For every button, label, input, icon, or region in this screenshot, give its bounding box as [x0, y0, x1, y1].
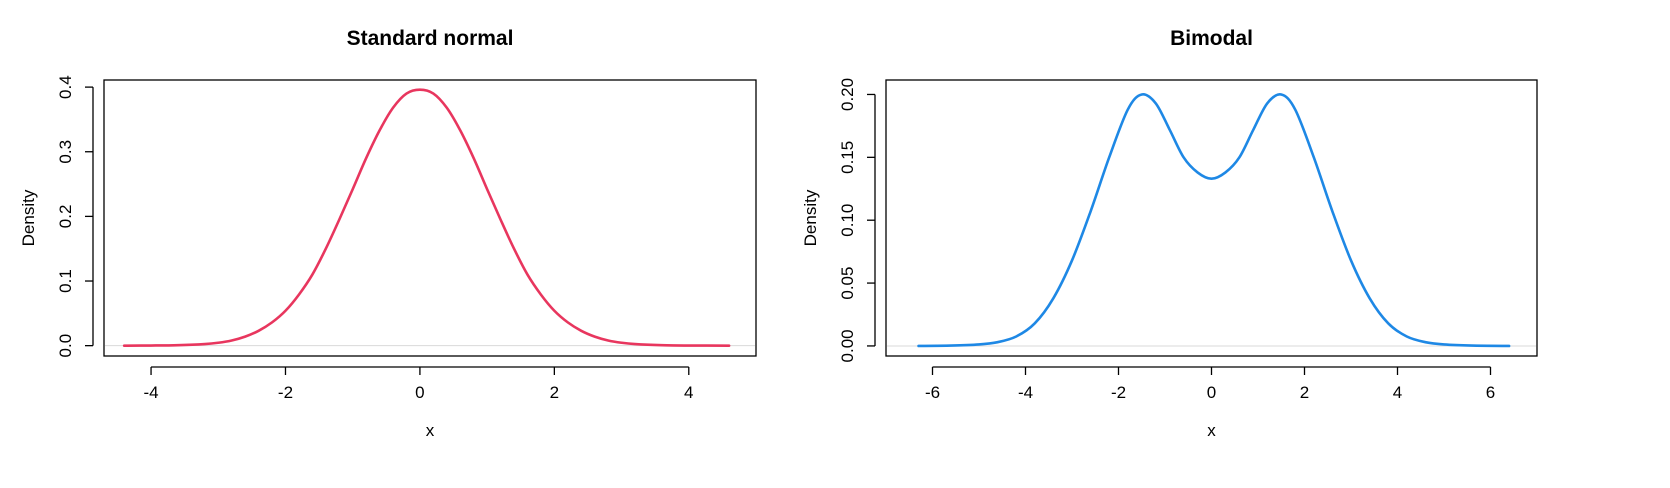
y-axis-label: Density: [19, 189, 38, 246]
x-tick-label: 4: [684, 383, 693, 402]
x-tick-label: 2: [550, 383, 559, 402]
x-axis-label: x: [426, 421, 435, 440]
x-tick-label: 2: [1300, 383, 1309, 402]
x-tick-label: -2: [278, 383, 293, 402]
chart-title: Standard normal: [347, 27, 514, 50]
plot-frame: [885, 79, 1538, 357]
x-tick-label: 0: [415, 383, 424, 402]
x-axis-label: x: [1207, 421, 1216, 440]
chart-bimodal: Bimodal x Density -6 -4 -2 0 2 4 6 0.00 0.05 0.1…: [801, 27, 1538, 440]
y-axis: 0.0 0.1 0.2 0.3 0.4: [56, 75, 94, 358]
y-tick-label: 0.20: [838, 78, 857, 111]
y-tick-label: 0.05: [838, 267, 857, 300]
chart-standard-normal: Standard normal x Density -4 -2 0 2 4 0.0 0.1…: [19, 27, 757, 440]
y-tick-label: 0.4: [56, 75, 75, 99]
y-tick-label: 0.0: [56, 334, 75, 358]
x-tick-label: -4: [143, 383, 158, 402]
x-tick-label: 0: [1207, 383, 1216, 402]
y-tick-label: 0.00: [838, 329, 857, 362]
y-axis-label: Density: [801, 189, 820, 246]
x-tick-label: -6: [925, 383, 940, 402]
y-tick-label: 0.3: [56, 140, 75, 164]
y-axis: 0.00 0.05 0.10 0.15 0.20: [838, 78, 876, 362]
y-tick-label: 0.10: [838, 204, 857, 237]
x-tick-label: 4: [1393, 383, 1402, 402]
y-tick-label: 0.2: [56, 205, 75, 229]
x-tick-label: -4: [1018, 383, 1033, 402]
plot-frame: [103, 79, 757, 357]
chart-title: Bimodal: [1170, 27, 1253, 50]
x-axis: -6 -4 -2 0 2 4 6: [925, 366, 1495, 402]
density-curve: [917, 93, 1511, 348]
density-curve: [122, 88, 731, 347]
x-tick-label: -2: [1111, 383, 1126, 402]
y-tick-label: 0.15: [838, 141, 857, 174]
x-axis: -4 -2 0 2 4: [143, 366, 694, 402]
y-tick-label: 0.1: [56, 269, 75, 293]
x-tick-label: 6: [1486, 383, 1495, 402]
